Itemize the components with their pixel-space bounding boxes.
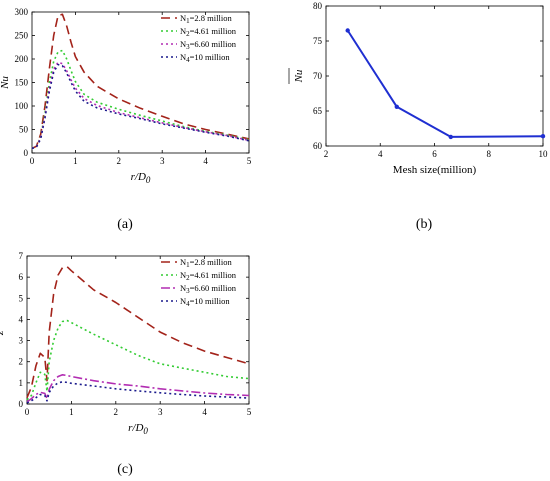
legend-label-3: N3=6.60 million: [180, 39, 237, 51]
legend-label-2: N2=4.61 million: [180, 26, 237, 38]
legend-label-4: N4=10 million: [180, 52, 230, 64]
x-tick-label: 3: [160, 156, 165, 166]
y-tick-label: 300: [15, 7, 29, 17]
y-tick-label: 60: [313, 141, 323, 151]
series-line-4: [26, 380, 250, 404]
y-tick-label: 70: [313, 71, 323, 81]
y-tick-label: 0: [24, 148, 29, 158]
series-line-1: [26, 265, 250, 399]
x-tick-label: 10: [539, 149, 549, 159]
series-line-2: [26, 319, 250, 401]
x-tick-label: 4: [203, 156, 208, 166]
y-tick-label: 250: [15, 31, 29, 41]
plot-frame: [325, 5, 544, 147]
x-axis-label: r/D0: [131, 171, 151, 185]
y-tick-label: 3: [19, 336, 24, 346]
y-tick-label: 50: [19, 125, 29, 135]
x-tick-label: 2: [324, 149, 329, 159]
legend-label-4: N4=10 million: [180, 296, 230, 308]
y-tick-label: 65: [313, 106, 323, 116]
x-tick-label: 5: [247, 156, 252, 166]
series-line-3: [26, 373, 250, 403]
x-tick-label: 4: [378, 149, 383, 159]
y-tick-label: 150: [15, 78, 29, 88]
y-tick-label: 100: [15, 101, 29, 111]
x-tick-label: 6: [432, 149, 437, 159]
x-tick-label: 1: [69, 407, 74, 417]
x-tick-label: 2: [117, 156, 122, 166]
chart-c: 0 1 2 3 4 5 0 1 2 3 4 5 6 7 r/D0 z+ N1=2.8 millionN2=4.6…: [0, 251, 252, 436]
y-tick-label: 2: [19, 357, 24, 367]
data-point: [540, 134, 546, 139]
series-line-3: [31, 61, 250, 150]
x-axis-label: r/D0: [128, 422, 148, 436]
y-axis-label: z+: [0, 325, 6, 336]
legend-label-1: N1=2.8 million: [180, 13, 232, 25]
series-line-1: [346, 29, 544, 138]
plot-frame: [26, 255, 250, 405]
legend-label-2: N2=4.61 million: [180, 270, 237, 282]
series-line-1: [31, 13, 250, 150]
panel-c-label: (c): [117, 462, 133, 477]
y-tick-label: 0: [19, 399, 24, 409]
x-tick-label: 0: [30, 156, 35, 166]
y-tick-label: 5: [19, 293, 24, 303]
y-tick-label: 4: [19, 314, 24, 324]
panel-b-label: (b): [416, 217, 433, 232]
y-tick-label: 7: [19, 251, 24, 261]
x-tick-label: 5: [247, 407, 252, 417]
data-point: [448, 134, 453, 140]
y-tick-label: 80: [313, 1, 323, 11]
y-tick-label: 75: [313, 36, 323, 46]
x-tick-label: 4: [202, 407, 207, 417]
chart-b: 2 4 6 8 10 60 65 70 75 80 Mesh size(million) Nu: [288, 1, 549, 176]
x-tick-label: 3: [158, 407, 163, 417]
y-tick-label: 1: [19, 378, 24, 388]
y-axis-label: Nu: [293, 69, 305, 83]
panel-a-label: (a): [117, 217, 133, 232]
data-point: [394, 104, 399, 110]
legend-label-1: N1=2.8 million: [180, 257, 232, 269]
y-tick-label: 6: [19, 272, 24, 282]
y-axis-label: Nu: [0, 76, 11, 90]
x-axis-label: Mesh size(million): [393, 164, 477, 176]
x-tick-label: 8: [487, 149, 492, 159]
series-line-4: [31, 63, 250, 150]
x-tick-label: 0: [25, 407, 30, 417]
x-tick-label: 2: [114, 407, 119, 417]
y-tick-label: 200: [15, 54, 29, 64]
legend-label-3: N3=6.60 million: [180, 283, 237, 295]
data-point: [345, 28, 350, 33]
x-tick-label: 1: [73, 156, 78, 166]
